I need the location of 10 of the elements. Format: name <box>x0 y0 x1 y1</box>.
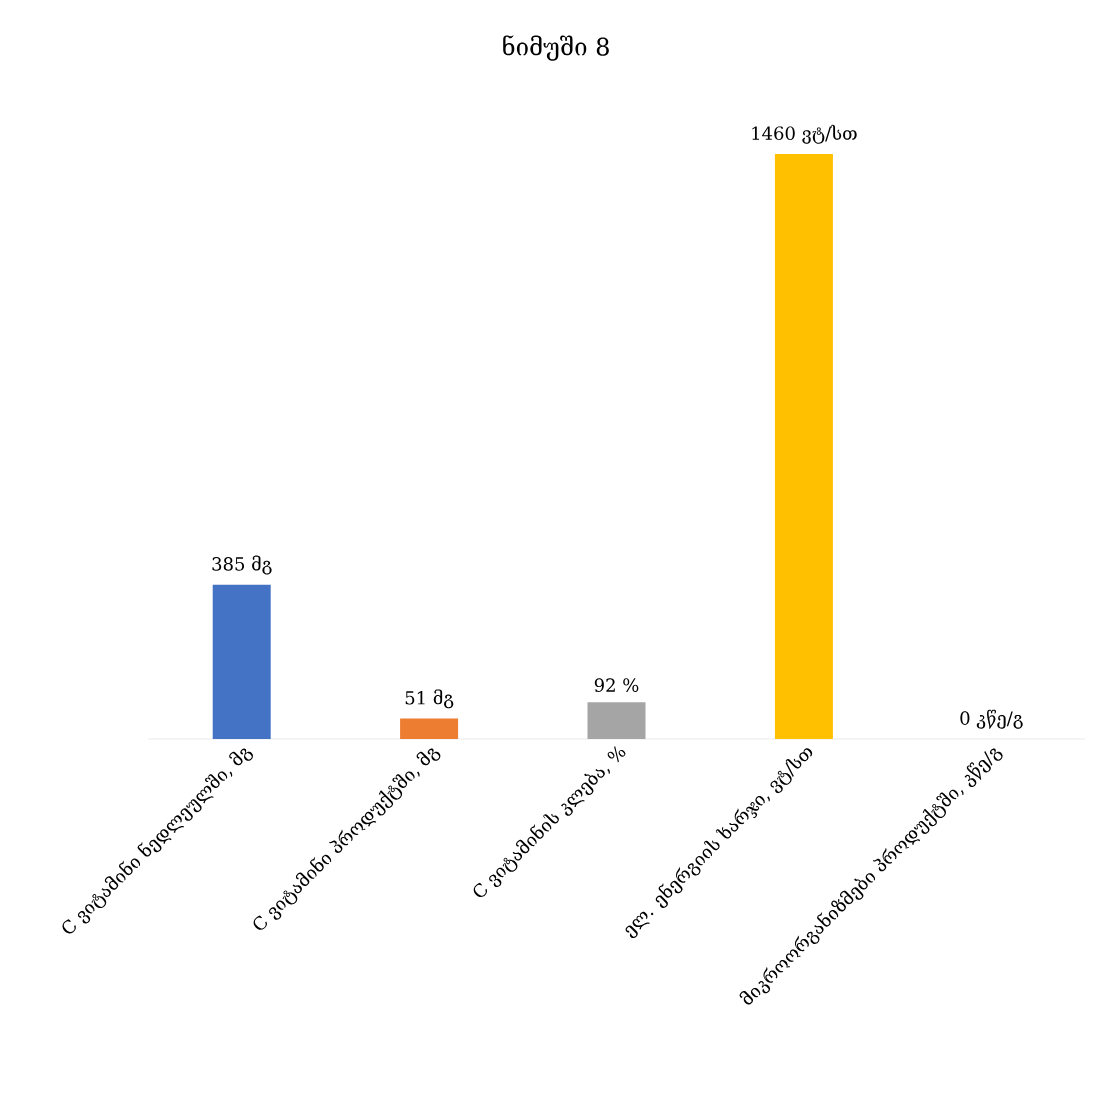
bar <box>212 584 271 739</box>
data-label: 0 კწე/გ <box>960 709 1023 729</box>
data-label: 51 მგ <box>405 689 454 709</box>
bar <box>587 702 646 739</box>
bar <box>400 718 459 739</box>
data-label: 92 % <box>594 678 639 692</box>
bar <box>774 153 833 739</box>
data-label: 385 მგ <box>212 555 272 575</box>
chart-title: ნიმუში 8 <box>503 35 609 61</box>
data-label: 1460 ვტ/სთ <box>752 124 857 144</box>
